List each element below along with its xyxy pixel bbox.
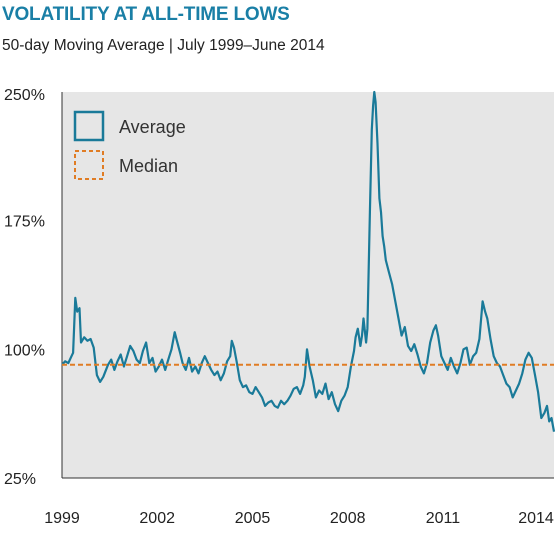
y-axis-ticks: 250% 175% 100% 25% bbox=[4, 87, 45, 488]
chart-subtitle: 50-day Moving Average | July 1999–June 2… bbox=[2, 37, 325, 54]
y-tick-label: 250% bbox=[4, 87, 45, 104]
legend-swatch-average bbox=[73, 110, 105, 142]
x-axis-ticks: 1999 2002 2005 2008 2011 2014 bbox=[44, 510, 554, 527]
x-tick-label: 2005 bbox=[235, 510, 271, 527]
y-tick-label: 25% bbox=[4, 471, 36, 488]
chart-title: VOLATILITY AT ALL-TIME LOWS bbox=[2, 4, 290, 25]
legend: Average Median bbox=[73, 110, 186, 180]
legend-label-median: Median bbox=[119, 156, 178, 176]
legend-label-average: Average bbox=[119, 117, 186, 137]
legend-swatch-median bbox=[74, 150, 104, 180]
y-tick-label: 175% bbox=[4, 214, 45, 231]
x-tick-label: 2008 bbox=[330, 510, 366, 527]
series-layer bbox=[61, 90, 556, 432]
plot-area bbox=[62, 92, 554, 478]
average-line bbox=[61, 90, 556, 432]
x-tick-label: 2002 bbox=[139, 510, 175, 527]
x-tick-label: 2014 bbox=[518, 510, 554, 527]
x-tick-label: 2011 bbox=[426, 510, 461, 527]
x-tick-label: 1999 bbox=[44, 510, 80, 527]
y-tick-label: 100% bbox=[4, 342, 45, 359]
